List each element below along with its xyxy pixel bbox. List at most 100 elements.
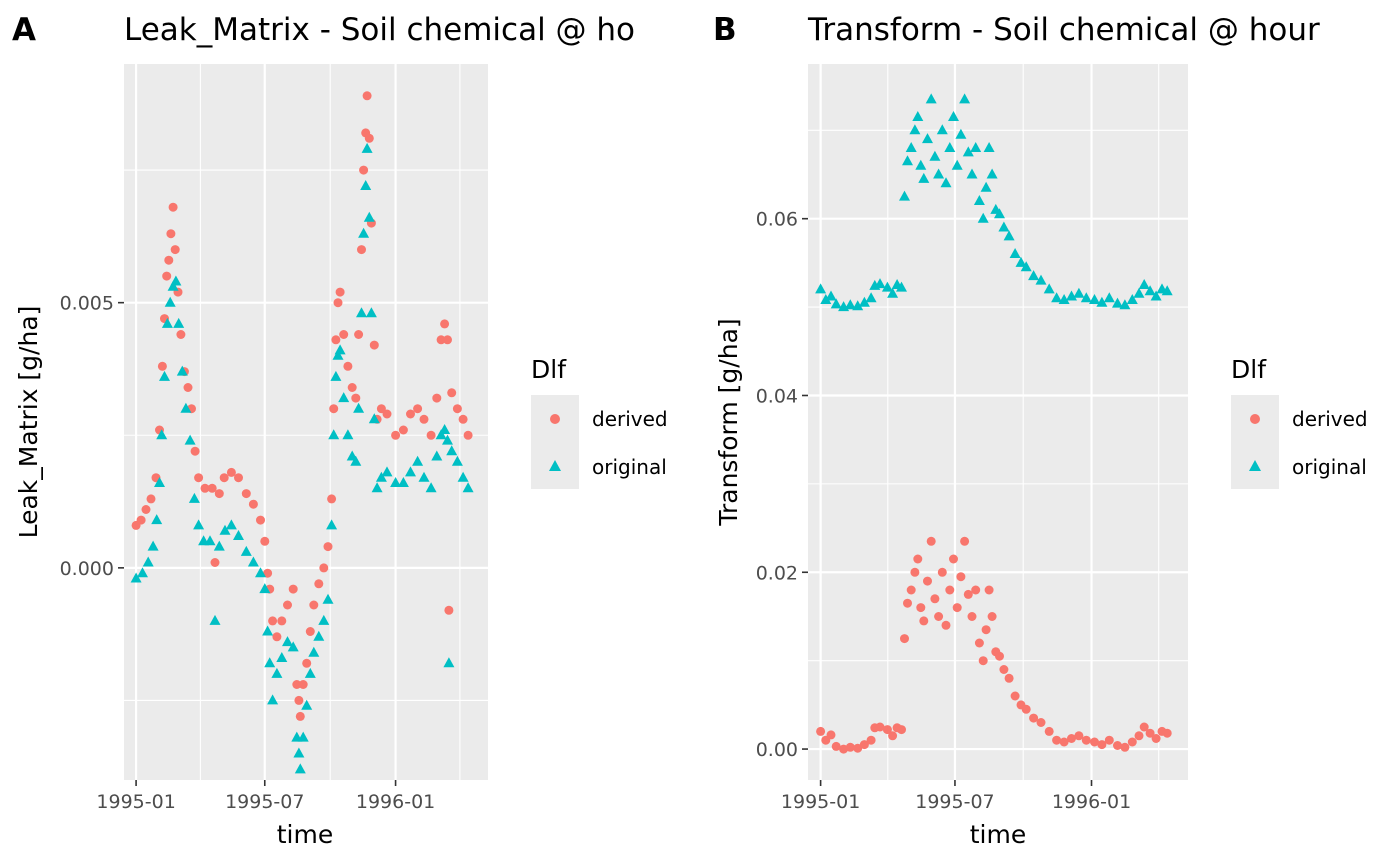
point-original bbox=[431, 450, 443, 461]
panel-b-y-tick-label: 0.04 bbox=[756, 385, 798, 407]
point-derived bbox=[323, 542, 333, 552]
point-derived bbox=[995, 651, 1004, 661]
point-derived bbox=[853, 743, 863, 753]
point-original bbox=[287, 641, 299, 652]
point-original bbox=[1150, 290, 1162, 301]
point-derived bbox=[984, 585, 994, 595]
point-derived bbox=[949, 554, 958, 564]
point-derived bbox=[292, 680, 302, 689]
panel-b-original-points bbox=[815, 93, 1173, 312]
panel-b-major-grid bbox=[808, 64, 1188, 780]
point-derived bbox=[1067, 734, 1076, 743]
point-original bbox=[137, 567, 148, 578]
point-derived bbox=[194, 473, 204, 483]
point-original bbox=[1138, 279, 1150, 289]
point-derived bbox=[971, 585, 981, 595]
point-derived bbox=[426, 430, 436, 440]
point-original bbox=[874, 278, 886, 289]
panel-a-y-tick-label: 0.000 bbox=[60, 558, 114, 580]
point-derived bbox=[432, 393, 442, 403]
point-original bbox=[363, 211, 375, 222]
point-original bbox=[147, 540, 159, 551]
point-original bbox=[1003, 230, 1015, 241]
panel-a-background bbox=[124, 64, 488, 780]
point-derived bbox=[164, 255, 174, 265]
point-original bbox=[959, 93, 971, 104]
point-original bbox=[188, 492, 200, 503]
point-original bbox=[443, 657, 455, 668]
point-derived bbox=[866, 735, 876, 745]
legend-a-key-original-triangle bbox=[549, 460, 561, 471]
point-original bbox=[1015, 256, 1027, 267]
point-derived bbox=[214, 489, 224, 499]
point-derived bbox=[354, 330, 364, 339]
point-original bbox=[852, 300, 864, 311]
point-derived bbox=[826, 730, 836, 740]
point-derived bbox=[146, 494, 156, 504]
point-original bbox=[1066, 290, 1077, 301]
point-derived bbox=[359, 165, 369, 175]
point-original bbox=[1112, 297, 1123, 308]
point-derived bbox=[816, 726, 826, 736]
point-original bbox=[313, 630, 325, 641]
point-original bbox=[255, 567, 266, 578]
point-original bbox=[820, 294, 832, 304]
panel-b-x-axis-title: time bbox=[970, 820, 1026, 849]
point-original bbox=[451, 455, 463, 466]
point-original bbox=[358, 227, 370, 238]
point-original bbox=[1144, 285, 1156, 296]
point-derived bbox=[882, 725, 892, 735]
point-derived bbox=[919, 616, 929, 626]
point-derived bbox=[443, 335, 452, 345]
point-original bbox=[170, 275, 182, 286]
panel-a-x-tick-label: 1995-01 bbox=[96, 791, 175, 813]
point-derived bbox=[168, 202, 178, 212]
point-original bbox=[865, 292, 877, 303]
panel-a: A Leak_Matrix - Soil chemical @ ho 0.000… bbox=[12, 12, 635, 849]
point-original bbox=[902, 155, 913, 166]
point-derived bbox=[166, 229, 176, 239]
point-original bbox=[1073, 287, 1085, 298]
point-derived bbox=[406, 409, 415, 419]
point-derived bbox=[357, 245, 366, 255]
point-derived bbox=[916, 603, 926, 613]
point-derived bbox=[162, 271, 172, 281]
panel-b-y-axis-title: Transform [g/ha] bbox=[714, 318, 743, 526]
point-derived bbox=[1010, 691, 1020, 701]
point-derived bbox=[903, 598, 912, 608]
point-original bbox=[204, 535, 216, 546]
point-original bbox=[184, 434, 196, 445]
point-original bbox=[262, 625, 274, 636]
point-original bbox=[361, 142, 373, 153]
point-original bbox=[1126, 294, 1138, 304]
point-original bbox=[167, 280, 179, 291]
point-derived bbox=[288, 584, 298, 594]
point-derived bbox=[327, 494, 337, 504]
point-derived bbox=[176, 330, 186, 339]
legend-b-key-original-triangle bbox=[1249, 460, 1261, 471]
point-original bbox=[371, 482, 383, 493]
point-derived bbox=[294, 695, 304, 705]
point-original bbox=[304, 667, 316, 678]
point-original bbox=[240, 545, 252, 556]
point-original bbox=[1133, 287, 1145, 298]
point-original bbox=[998, 221, 1010, 232]
point-original bbox=[912, 111, 924, 121]
point-derived bbox=[382, 409, 392, 419]
point-original bbox=[294, 763, 306, 774]
point-derived bbox=[1113, 741, 1122, 750]
panel-a-major-grid bbox=[124, 64, 488, 780]
point-original bbox=[966, 168, 978, 179]
point-original bbox=[1058, 294, 1070, 304]
legend-a: Dlf derived original bbox=[531, 355, 668, 489]
point-original bbox=[375, 471, 387, 482]
point-derived bbox=[398, 425, 408, 435]
point-original bbox=[180, 402, 192, 413]
point-derived bbox=[447, 388, 457, 398]
point-original bbox=[929, 150, 941, 161]
point-original bbox=[918, 172, 930, 183]
point-derived bbox=[458, 414, 468, 424]
point-derived bbox=[987, 612, 997, 621]
panel-b-x-tick-label: 1996-01 bbox=[1052, 791, 1131, 813]
point-original bbox=[1009, 248, 1021, 258]
